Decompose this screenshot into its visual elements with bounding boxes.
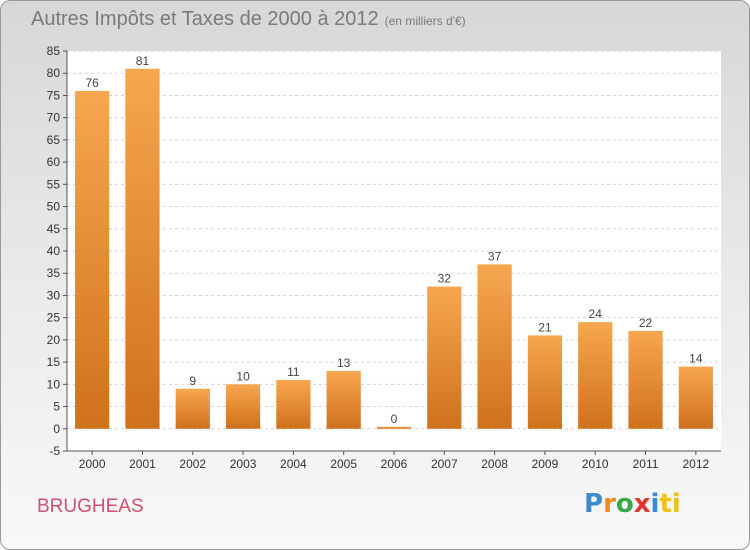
bar xyxy=(326,371,361,429)
bar-value-label: 9 xyxy=(189,374,196,388)
x-tick-label: 2002 xyxy=(179,457,206,471)
y-tick-label: 5 xyxy=(53,400,60,414)
logo-letter: P xyxy=(584,489,604,519)
bar-value-label: 13 xyxy=(337,356,351,370)
y-tick-label: 10 xyxy=(47,377,61,391)
bar-value-label: 37 xyxy=(488,249,502,263)
y-tick-label: 25 xyxy=(47,311,61,325)
x-tick-label: 2006 xyxy=(381,457,408,471)
bar-value-label: 11 xyxy=(287,365,300,379)
x-tick-label: 2000 xyxy=(79,457,106,471)
y-tick-label: 50 xyxy=(47,200,61,214)
y-tick-label: 40 xyxy=(47,244,61,258)
bar-value-label: 24 xyxy=(589,307,603,321)
bar-value-label: 21 xyxy=(538,320,552,334)
x-tick-label: 2003 xyxy=(230,457,257,471)
bar-value-label: 22 xyxy=(639,316,653,330)
y-tick-label: -5 xyxy=(49,444,60,458)
y-tick-label: 75 xyxy=(47,88,61,102)
bar xyxy=(276,379,311,429)
logo-letter: o xyxy=(615,489,634,519)
bar xyxy=(628,331,663,429)
bar xyxy=(527,335,563,429)
y-tick-label: 85 xyxy=(47,44,61,58)
bar xyxy=(175,388,210,429)
bar-value-label: 76 xyxy=(85,76,99,90)
x-tick-label: 2008 xyxy=(481,457,508,471)
bar-value-label: 32 xyxy=(438,272,452,286)
y-tick-label: 70 xyxy=(47,111,61,125)
y-tick-label: 30 xyxy=(47,288,61,302)
y-tick-label: 15 xyxy=(47,355,61,369)
x-tick-label: 2012 xyxy=(682,457,709,471)
proxiti-logo: Proxiti xyxy=(584,489,681,519)
y-tick-label: 60 xyxy=(47,155,61,169)
bar xyxy=(477,264,512,429)
chart-title: Autres Impôts et Taxes de 2000 à 2012 (en… xyxy=(31,8,466,31)
logo-letter: r xyxy=(603,489,616,519)
chart-title-text: Autres Impôts et Taxes de 2000 à 2012 xyxy=(31,8,379,30)
x-tick-label: 2007 xyxy=(431,457,458,471)
x-tick-label: 2009 xyxy=(532,457,559,471)
y-tick-label: 80 xyxy=(47,66,61,80)
bar-value-label: 10 xyxy=(236,369,250,383)
chart-unit-label: (en milliers d'€) xyxy=(384,14,466,28)
bar-value-label: 81 xyxy=(136,54,150,68)
y-tick-label: 0 xyxy=(53,422,60,436)
y-tick-label: 20 xyxy=(47,333,61,347)
y-tick-label: 35 xyxy=(47,266,61,280)
bar xyxy=(75,91,110,429)
y-tick-label: 65 xyxy=(47,133,61,147)
y-tick-label: 45 xyxy=(47,222,61,236)
bar xyxy=(376,426,412,429)
bar xyxy=(427,286,462,429)
x-tick-label: 2004 xyxy=(280,457,307,471)
bar xyxy=(678,366,713,429)
bar xyxy=(125,68,160,429)
bar xyxy=(578,322,613,429)
bar xyxy=(225,384,261,429)
bar-value-label: 0 xyxy=(391,412,398,426)
logo-letter: x xyxy=(633,489,651,519)
logo-letter: i xyxy=(650,489,660,519)
bar-value-label: 14 xyxy=(689,352,703,366)
x-tick-label: 2010 xyxy=(582,457,609,471)
commune-name: BRUGHEAS xyxy=(37,496,144,517)
y-tick-label: 55 xyxy=(47,177,61,191)
x-tick-label: 2005 xyxy=(330,457,357,471)
x-tick-label: 2001 xyxy=(129,457,156,471)
x-tick-label: 2011 xyxy=(633,457,659,471)
logo-letter: ti xyxy=(659,489,681,519)
